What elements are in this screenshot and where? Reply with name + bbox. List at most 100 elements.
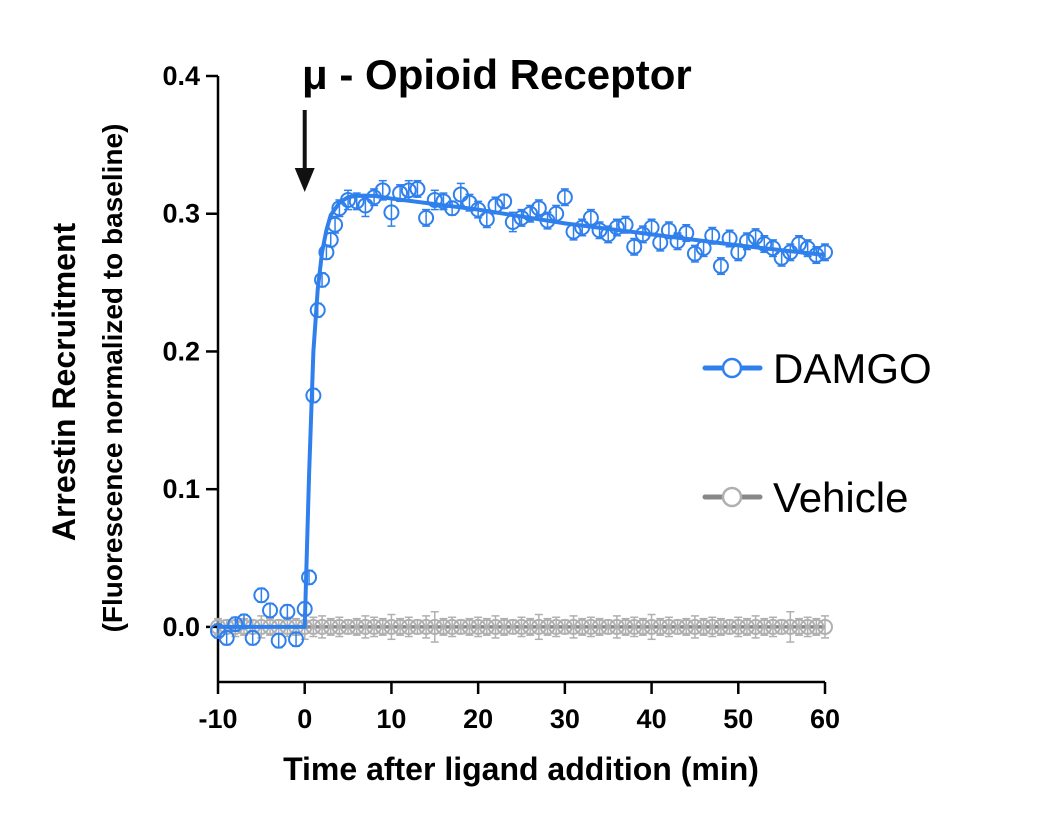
vehicle-series bbox=[210, 611, 833, 643]
vehicle-data-point bbox=[409, 618, 426, 635]
vehicle-data-point bbox=[600, 618, 617, 635]
vehicle-data-point bbox=[539, 618, 556, 635]
damgo-data-point bbox=[773, 249, 790, 266]
damgo-data-point bbox=[262, 602, 279, 619]
legend-marker-vehicle bbox=[721, 486, 743, 508]
damgo-data-point bbox=[478, 211, 495, 228]
damgo-data-point bbox=[305, 387, 322, 404]
vehicle-data-point bbox=[790, 618, 807, 635]
damgo-data-point bbox=[236, 613, 253, 630]
x-tick-label: -10 bbox=[198, 704, 237, 734]
y-axis-title: Arrestin Recruitment bbox=[46, 223, 82, 542]
vehicle-data-point bbox=[513, 618, 530, 635]
vehicle-data-point bbox=[348, 618, 365, 635]
vehicle-data-point bbox=[470, 618, 487, 635]
vehicle-data-point bbox=[808, 618, 825, 635]
damgo-data-point bbox=[426, 191, 443, 208]
vehicle-data-point bbox=[730, 618, 747, 635]
x-axis: -10 0 10 20 30 40 50 60 bbox=[198, 680, 840, 734]
vehicle-data-point bbox=[704, 618, 721, 635]
x-axis-title: Time after ligand addition (min) bbox=[283, 751, 759, 787]
damgo-data-point bbox=[522, 205, 539, 222]
x-tick-label: 0 bbox=[297, 704, 312, 734]
damgo-data-point bbox=[565, 223, 582, 240]
damgo-data-point bbox=[327, 216, 344, 233]
damgo-data-point bbox=[678, 225, 695, 242]
vehicle-data-point bbox=[565, 618, 582, 635]
y-tick-label: 0.0 bbox=[162, 612, 200, 642]
damgo-data-point bbox=[712, 258, 729, 275]
vehicle-data-point bbox=[548, 618, 565, 635]
x-tick-label: 10 bbox=[376, 704, 406, 734]
vehicle-data-point bbox=[522, 618, 539, 635]
x-tick-label: 40 bbox=[637, 704, 667, 734]
vehicle-data-point bbox=[331, 618, 348, 635]
legend: DAMGO Vehicle bbox=[702, 345, 932, 521]
legend-marker-damgo bbox=[721, 357, 743, 379]
vehicle-data-point bbox=[314, 618, 331, 635]
damgo-data-point bbox=[314, 271, 331, 288]
y-tick-label: 0.4 bbox=[162, 61, 200, 91]
damgo-series bbox=[210, 179, 833, 649]
y-tick-label: 0.2 bbox=[162, 336, 200, 366]
damgo-data-point bbox=[591, 222, 608, 239]
damgo-data-point bbox=[730, 244, 747, 261]
damgo-data-point bbox=[548, 205, 565, 222]
vehicle-data-point bbox=[418, 618, 435, 635]
damgo-data-point bbox=[695, 240, 712, 257]
vehicle-data-point bbox=[686, 618, 703, 635]
x-tick-label: 20 bbox=[463, 704, 493, 734]
legend-item-vehicle: Vehicle bbox=[702, 474, 908, 521]
vehicle-data-point bbox=[756, 618, 773, 635]
damgo-data-point bbox=[530, 200, 547, 217]
vehicle-data-point bbox=[478, 618, 495, 635]
vehicle-data-point bbox=[530, 618, 547, 635]
damgo-data-point bbox=[309, 302, 326, 319]
chart-title: μ - Opioid Receptor bbox=[302, 51, 692, 98]
vehicle-data-point bbox=[383, 618, 400, 635]
vehicle-data-point bbox=[738, 618, 755, 635]
vehicle-data-point bbox=[617, 618, 634, 635]
damgo-data-point bbox=[487, 197, 504, 214]
damgo-data-point bbox=[470, 201, 487, 218]
damgo-data-point bbox=[374, 182, 391, 199]
damgo-data-point bbox=[348, 193, 365, 210]
vehicle-data-point bbox=[634, 618, 651, 635]
y-tick-label: 0.3 bbox=[162, 199, 200, 229]
damgo-data-point bbox=[301, 569, 318, 586]
vehicle-data-point bbox=[400, 618, 417, 635]
legend-label-vehicle: Vehicle bbox=[773, 474, 908, 521]
damgo-data-point bbox=[617, 216, 634, 233]
vehicle-data-point bbox=[504, 618, 521, 635]
damgo-data-point bbox=[556, 189, 573, 206]
vehicle-data-point bbox=[747, 618, 764, 635]
vehicle-data-point bbox=[487, 618, 504, 635]
plot-area bbox=[210, 179, 833, 649]
damgo-data-point bbox=[790, 236, 807, 253]
damgo-data-point bbox=[296, 601, 313, 618]
arrow-head bbox=[294, 168, 315, 192]
damgo-data-point bbox=[418, 209, 435, 226]
damgo-data-point bbox=[817, 244, 833, 261]
vehicle-data-point bbox=[626, 618, 643, 635]
damgo-data-point bbox=[574, 219, 591, 236]
damgo-data-point bbox=[322, 231, 339, 248]
vehicle-data-point bbox=[678, 618, 695, 635]
vehicle-data-point bbox=[695, 618, 712, 635]
vehicle-data-point bbox=[461, 618, 478, 635]
vehicle-data-point bbox=[496, 618, 513, 635]
damgo-data-point bbox=[279, 603, 296, 620]
damgo-data-point bbox=[270, 632, 287, 649]
vehicle-data-point bbox=[764, 618, 781, 635]
legend-item-damgo: DAMGO bbox=[702, 345, 932, 392]
vehicle-data-point bbox=[643, 618, 660, 635]
damgo-data-point bbox=[660, 222, 677, 239]
vehicle-data-point bbox=[799, 618, 816, 635]
vehicle-data-point bbox=[357, 618, 374, 635]
damgo-data-point bbox=[756, 236, 773, 253]
damgo-data-point bbox=[608, 219, 625, 236]
vehicle-data-point bbox=[782, 618, 799, 635]
vehicle-data-point bbox=[817, 618, 833, 635]
damgo-data-point bbox=[582, 209, 599, 226]
